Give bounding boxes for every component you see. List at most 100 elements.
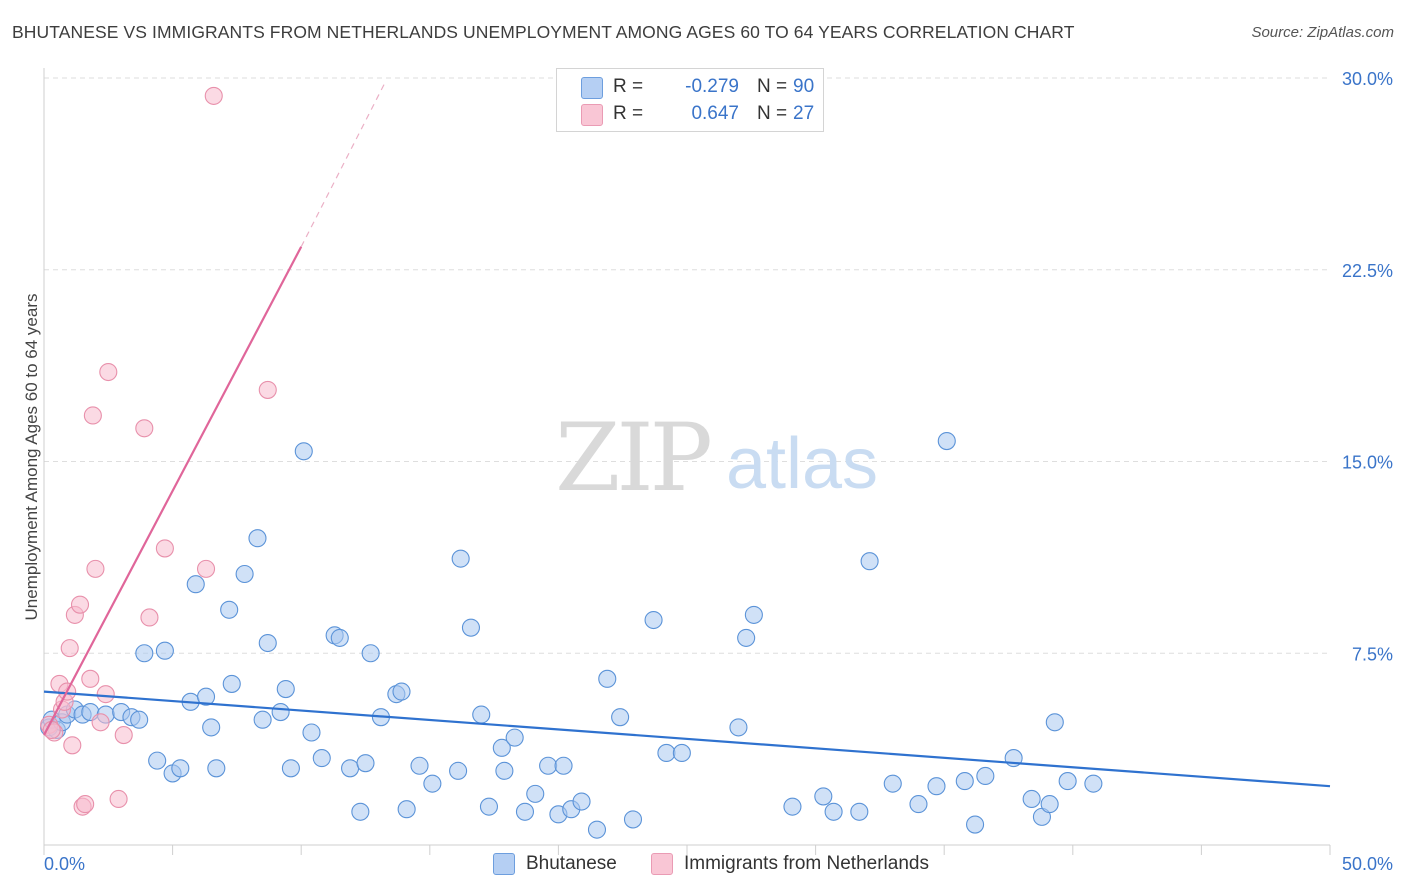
netherlands-point xyxy=(81,669,100,688)
bhutanese-point xyxy=(598,669,617,688)
bhutanese-point xyxy=(1022,789,1041,809)
bhutanese-point xyxy=(451,549,470,568)
points-layer xyxy=(40,86,1103,839)
y-tick-label: 30.0% xyxy=(1342,69,1393,89)
r-value: 0.647 xyxy=(691,103,739,124)
n-label: N = xyxy=(757,76,788,97)
watermark-atlas: atlas xyxy=(726,424,878,504)
bhutanese-point xyxy=(276,679,295,699)
source-credit: Source: ZipAtlas.com xyxy=(1251,24,1394,41)
bhutanese-point xyxy=(271,703,290,722)
bhutanese-point xyxy=(281,759,300,778)
netherlands-point xyxy=(258,380,277,399)
bhutanese-trend-line xyxy=(43,690,1331,788)
netherlands-point xyxy=(63,736,82,755)
y-tick-label: 22.5% xyxy=(1342,261,1393,281)
legend-label: Immigrants from Netherlands xyxy=(684,853,929,874)
bhutanese-point xyxy=(554,756,573,775)
bhutanese-point xyxy=(155,641,174,660)
bhutanese-point xyxy=(860,552,879,571)
netherlands-point xyxy=(109,789,128,809)
bhutanese-point xyxy=(461,618,481,637)
bhutanese-point xyxy=(294,442,313,461)
bhutanese-point xyxy=(253,710,272,729)
bhutanese-point xyxy=(202,718,221,737)
bhutanese-point xyxy=(472,705,491,724)
bhutanese-point xyxy=(356,754,375,773)
y-axis-label: Unemployment Among Ages 60 to 64 years xyxy=(22,294,41,621)
bhutanese-point xyxy=(130,710,149,729)
chart-title: BHUTANESE VS IMMIGRANTS FROM NETHERLANDS… xyxy=(12,22,1075,42)
x-tick-label: 0.0% xyxy=(44,854,85,874)
blue-swatch-icon xyxy=(493,853,515,875)
bhutanese-point xyxy=(397,800,416,819)
bhutanese-point xyxy=(222,674,241,693)
netherlands-point xyxy=(96,685,115,704)
bhutanese-point xyxy=(1045,713,1064,732)
bhutanese-point xyxy=(171,759,190,778)
bhutanese-point xyxy=(302,723,321,742)
bhutanese-point xyxy=(824,802,843,821)
bhutanese-point xyxy=(927,777,946,796)
netherlands-point xyxy=(99,362,118,382)
bhutanese-point xyxy=(515,802,535,821)
netherlands-point xyxy=(76,795,95,814)
bhutanese-point xyxy=(410,756,429,775)
y-tick-label: 15.0% xyxy=(1342,453,1393,473)
netherlands-point xyxy=(83,406,102,425)
bhutanese-point xyxy=(135,644,154,663)
bhutanese-point xyxy=(526,784,545,803)
n-value: 90 xyxy=(793,76,815,97)
bhutanese-point xyxy=(737,628,756,647)
bhutanese-point xyxy=(495,761,514,780)
bhutanese-point xyxy=(850,802,869,821)
bhutanese-point xyxy=(220,600,239,619)
bhutanese-point xyxy=(492,738,511,757)
bhutanese-point xyxy=(351,802,370,821)
pink-swatch-icon xyxy=(581,104,603,126)
bhutanese-point xyxy=(258,633,277,653)
netherlands-trend-extension xyxy=(300,80,387,248)
netherlands-point xyxy=(60,639,79,658)
bhutanese-point xyxy=(937,431,956,451)
labels-layer: 7.5% 15.0% 22.5% 30.0% 0.0% 50.0% Unemployment… xyxy=(22,69,1393,874)
bhutanese-point xyxy=(955,772,974,791)
correlation-legend: R = -0.279 N = 90 R = 0.647 N = 27 xyxy=(556,68,824,132)
series-legend: Bhutanese Immigrants from Netherlands xyxy=(0,852,1406,878)
grid-layer xyxy=(44,77,1330,654)
y-tick-label: 7.5% xyxy=(1352,644,1393,664)
bhutanese-point xyxy=(587,820,607,839)
pink-swatch-icon xyxy=(651,853,673,875)
bhutanese-point xyxy=(423,774,442,793)
bhutanese-point xyxy=(611,708,630,727)
netherlands-point xyxy=(135,419,154,438)
netherlands-point xyxy=(86,559,105,578)
bhutanese-point xyxy=(248,529,267,548)
bhutanese-point xyxy=(672,743,691,763)
bhutanese-point xyxy=(1058,772,1077,791)
blue-swatch-icon xyxy=(581,77,603,99)
bhutanese-point xyxy=(976,766,995,786)
legend-label: Bhutanese xyxy=(526,853,617,874)
bhutanese-point xyxy=(207,759,226,778)
r-label: R = xyxy=(613,76,644,97)
netherlands-point xyxy=(196,559,216,578)
watermark-zip: ZIP xyxy=(555,404,709,513)
netherlands-point xyxy=(204,86,223,105)
bhutanese-point xyxy=(572,792,591,811)
netherlands-trend-line xyxy=(43,246,303,736)
x-tick-label: 50.0% xyxy=(1342,854,1393,874)
bhutanese-point xyxy=(392,682,411,701)
bhutanese-point xyxy=(1084,774,1103,793)
netherlands-point xyxy=(91,713,110,732)
bhutanese-point xyxy=(783,797,802,816)
bhutanese-point xyxy=(312,749,331,768)
bhutanese-point xyxy=(330,628,349,647)
n-value: 27 xyxy=(793,103,815,124)
bhutanese-point xyxy=(196,687,216,706)
netherlands-point xyxy=(155,539,174,558)
bhutanese-point xyxy=(186,575,205,594)
r-label: R = xyxy=(613,103,644,124)
bhutanese-point xyxy=(623,810,643,829)
